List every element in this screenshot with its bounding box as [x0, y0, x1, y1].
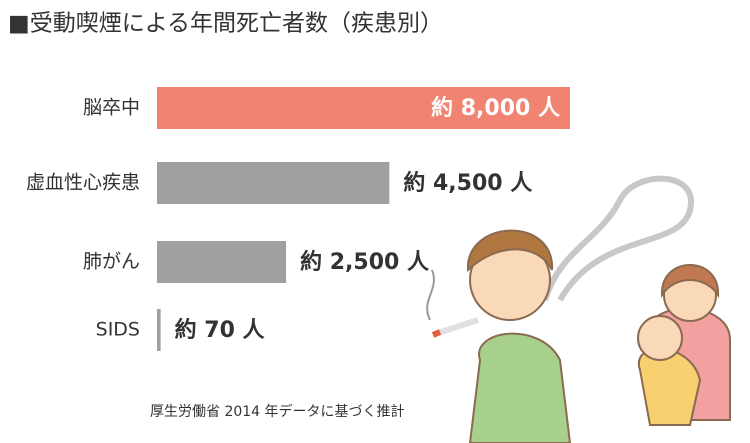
value-label: 約 2,500 人	[300, 249, 429, 275]
value-label: 約 70 人	[175, 317, 265, 343]
bar	[157, 87, 570, 129]
category-label: 脳卒中	[83, 97, 140, 119]
illustration	[426, 175, 731, 443]
chart-title: ■受動喫煙による年間死亡者数（疾患別）	[8, 11, 443, 37]
source-note: 厚生労働省 2014 年データに基づく推計	[150, 403, 405, 420]
bar	[157, 162, 390, 204]
value-label: 約 4,500 人	[403, 170, 532, 196]
category-label: 肺がん	[83, 251, 140, 273]
bar	[157, 241, 287, 283]
category-label: 虚血性心疾患	[26, 172, 140, 194]
bar	[157, 309, 161, 351]
category-label: SIDS	[96, 319, 140, 341]
value-label: 約 8,000 人	[431, 95, 560, 121]
